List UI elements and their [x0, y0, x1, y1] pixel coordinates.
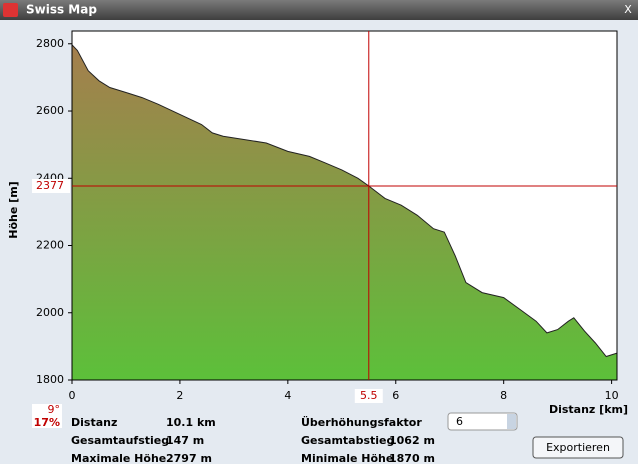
export-button[interactable] [532, 436, 624, 459]
export-label[interactable]: Exportieren [546, 441, 610, 454]
slope-deg: 9° [48, 403, 61, 416]
close-button[interactable]: X [624, 3, 632, 16]
x-axis-label: Distanz [km] [549, 403, 628, 416]
y-tick-label: 1800 [36, 373, 64, 386]
window-title: Swiss Map [26, 3, 97, 17]
plot-border [71, 30, 618, 381]
title-bar [0, 0, 638, 20]
y-tick-label: 2200 [36, 239, 64, 252]
info-value: 10.1 km [166, 416, 216, 429]
crosshair-x-label: 5.5 [360, 389, 378, 402]
crosshair-x-box [354, 389, 383, 403]
info-label: Minimale Höhe [301, 452, 393, 464]
x-tick-label: 6 [392, 389, 399, 402]
info-label: Maximale Höhe [71, 452, 166, 464]
info-label: Distanz [71, 416, 117, 429]
crosshair-y-box [32, 178, 70, 193]
crosshair-y-label: 2377 [36, 179, 64, 192]
factor-value: 6 [456, 415, 463, 428]
info-label: Überhöhungsfaktor [301, 415, 422, 429]
info-value: 147 m [166, 434, 204, 447]
info-value: 2797 m [166, 452, 212, 464]
y-tick-label: 2000 [36, 306, 64, 319]
x-tick-label: 4 [284, 389, 291, 402]
x-tick-label: 2 [176, 389, 183, 402]
x-tick-label: 10 [605, 389, 619, 402]
info-value: 1062 m [389, 434, 435, 447]
app-icon [3, 3, 18, 17]
info-value: 1870 m [389, 452, 435, 464]
info-label: Gesamtaufstieg [71, 434, 169, 447]
x-tick-label: 8 [500, 389, 507, 402]
factor-spinner[interactable] [447, 412, 518, 431]
elevation-area [72, 44, 617, 381]
info-label: Gesamtabstieg [301, 434, 394, 447]
slope-box [32, 404, 62, 428]
y-tick-label: 2600 [36, 104, 64, 117]
x-tick-label: 0 [69, 389, 76, 402]
y-tick-label: 2800 [36, 37, 64, 50]
y-axis-label: Höhe [m] [7, 181, 20, 238]
slope-pct: 17% [34, 416, 60, 429]
spinner-arrows[interactable] [507, 414, 516, 429]
